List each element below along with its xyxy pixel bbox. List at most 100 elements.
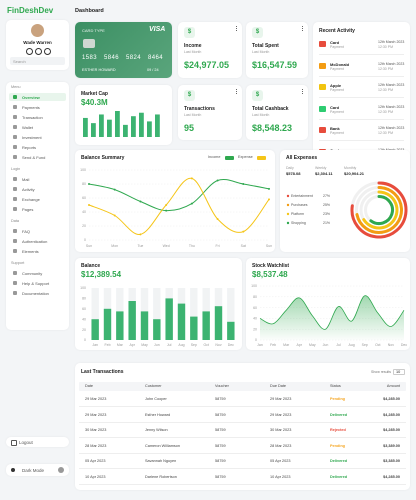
chart: 0 20 40 60 80 100 Jan Feb Mar Apr May Jun Jul Aug Sep O… <box>251 284 407 347</box>
stat-title: Income <box>184 43 202 49</box>
bar <box>99 114 104 137</box>
activity-type: Payment <box>330 109 344 114</box>
stat-sub: Last Month <box>184 113 202 117</box>
x-tick-label: Mar <box>117 343 124 347</box>
balance-value: $12,389.54 <box>81 270 122 279</box>
user-name: Wade Warren <box>23 40 52 45</box>
nav-item[interactable]: Community <box>9 269 66 277</box>
cell: $4,285.00 <box>383 474 400 479</box>
toggle <box>58 467 64 473</box>
show-select[interactable]: 10 <box>393 369 406 375</box>
stat-icon: $ <box>252 27 263 38</box>
activity-date: 12th March 2023 <box>378 104 405 109</box>
point <box>190 177 193 180</box>
nav-icon <box>13 187 17 191</box>
cell: Jenny Wilson <box>145 428 168 432</box>
point <box>216 179 219 182</box>
cell: 30 Mar 2023 <box>270 428 292 432</box>
nav-icon <box>13 207 17 211</box>
section-title: Balance <box>81 263 101 269</box>
social-icon <box>44 48 51 55</box>
x-tick-label: Aug <box>349 343 355 347</box>
nav-item[interactable]: Reports <box>9 143 66 151</box>
nav-label: Help & Support <box>22 280 50 286</box>
legend-label: Platform <box>291 212 304 216</box>
cell: 05 Apr 2023 <box>85 459 106 463</box>
divider <box>319 97 404 98</box>
period-label: Daily <box>286 166 294 170</box>
status: Rejected <box>330 428 346 432</box>
activity-time: 12:30 PM <box>378 88 393 92</box>
nav-item[interactable]: Overview <box>9 93 66 101</box>
nav-item[interactable]: Activity <box>9 185 66 193</box>
row-divider <box>79 421 406 422</box>
nav-label: Overview <box>22 94 40 100</box>
column-header: Customer <box>145 384 162 388</box>
nav-item[interactable]: Investment <box>9 133 66 141</box>
card-number-group: 1583 <box>82 55 97 61</box>
activity-time: 12:30 PM <box>378 66 393 71</box>
legend-label: Expense <box>238 155 253 159</box>
point <box>113 214 116 217</box>
line <box>88 178 270 212</box>
stat-icon: $ <box>184 90 195 101</box>
section-title: Recent Activity <box>319 28 355 34</box>
y-tick-label: 60 <box>253 306 257 310</box>
y-tick-label: 100 <box>80 286 86 290</box>
cell: 29 Mar 2023 <box>85 397 107 401</box>
nav-icon <box>13 145 17 149</box>
nav-icon <box>13 115 17 119</box>
legend-value: 27% <box>323 194 330 198</box>
nav-item[interactable]: Help & Support <box>9 279 66 287</box>
nav-item[interactable]: Exchange <box>9 195 66 203</box>
nav-item[interactable]: Payments <box>9 103 66 111</box>
logout-button[interactable]: Logout <box>6 437 69 447</box>
nav-label: Exchange <box>22 196 40 202</box>
cell: $4,285.00 <box>383 428 400 432</box>
show-label: Show results <box>371 370 392 374</box>
bar-bg <box>91 288 99 340</box>
activity-icon <box>319 127 326 133</box>
cell: 10 Apr 2023 <box>270 474 291 479</box>
nav-item[interactable]: Authentication <box>9 237 66 245</box>
nav-label: Documentation <box>22 290 49 296</box>
nav-item[interactable]: Pages <box>9 205 66 213</box>
nav-icon <box>13 271 17 275</box>
column-header: Amount <box>386 384 400 388</box>
nav-icon <box>13 155 17 159</box>
nav-item[interactable]: Documentation <box>9 289 66 297</box>
legend-dot <box>286 212 290 216</box>
stat-value: $8,548.23 <box>252 123 293 133</box>
ring-arc <box>369 195 394 225</box>
social-icon <box>26 48 33 55</box>
row-divider <box>79 483 406 484</box>
cell: Esther Howard <box>145 412 171 417</box>
bar <box>140 311 149 340</box>
nav-item[interactable]: Mail <box>9 175 66 183</box>
nav-item[interactable]: Wallet <box>9 123 66 131</box>
nav-item[interactable]: Send & Fund <box>9 153 66 161</box>
stat-value: $24,977.05 <box>184 60 230 70</box>
column-header: Due Date <box>270 384 287 388</box>
row-divider <box>79 437 406 438</box>
x-tick-label: Jun <box>154 343 160 347</box>
activity-name: Bank <box>330 126 340 131</box>
menu-dot <box>236 89 237 90</box>
nav-item[interactable]: Transaction <box>9 113 66 121</box>
point <box>139 200 142 203</box>
dark-mode-toggle[interactable]: Dark Mode <box>6 464 69 476</box>
search-box[interactable]: Search <box>10 57 65 65</box>
card-number-group: 8464 <box>148 55 163 61</box>
activity-icon <box>319 84 326 90</box>
nav-label: FAQ <box>22 228 31 234</box>
nav-item[interactable]: Elements <box>9 247 66 255</box>
moon-icon <box>11 468 15 472</box>
row-divider <box>79 468 406 469</box>
row-divider <box>79 406 406 407</box>
nav-icon <box>13 105 17 109</box>
x-tick-label: Jan <box>257 343 263 347</box>
nav-item[interactable]: FAQ <box>9 227 66 235</box>
x-tick-label: Tue <box>137 244 143 248</box>
cell: 58759 <box>215 443 226 448</box>
cell: 29 Mar 2023 <box>270 412 292 417</box>
